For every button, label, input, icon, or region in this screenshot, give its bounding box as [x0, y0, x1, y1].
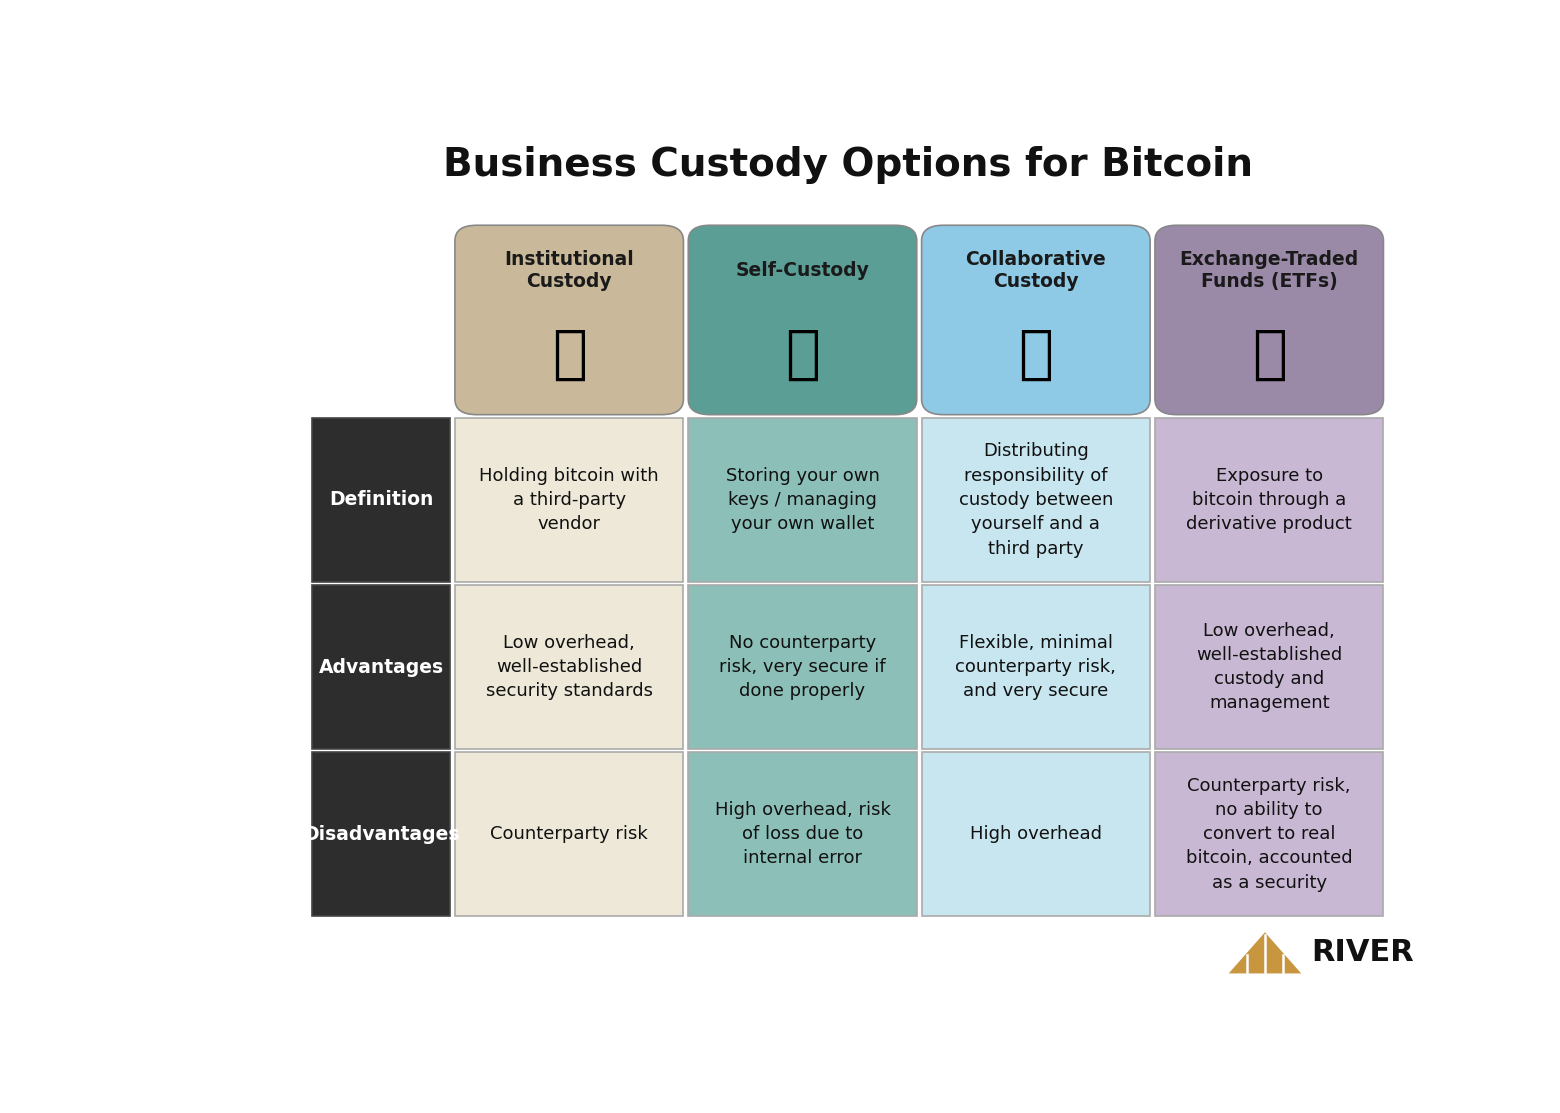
FancyBboxPatch shape	[922, 752, 1150, 916]
Text: Institutional
Custody: Institutional Custody	[504, 250, 633, 292]
Text: 🔑: 🔑	[1019, 325, 1053, 383]
FancyBboxPatch shape	[922, 225, 1150, 415]
Text: Counterparty risk,
no ability to
convert to real
bitcoin, accounted
as a securit: Counterparty risk, no ability to convert…	[1186, 777, 1353, 892]
Text: 🔐: 🔐	[785, 325, 821, 383]
FancyBboxPatch shape	[456, 752, 683, 916]
FancyBboxPatch shape	[922, 418, 1150, 582]
Text: Flexible, minimal
counterparty risk,
and very secure: Flexible, minimal counterparty risk, and…	[955, 633, 1117, 700]
Text: High overhead, risk
of loss due to
internal error: High overhead, risk of loss due to inter…	[714, 801, 891, 867]
FancyBboxPatch shape	[312, 752, 451, 916]
Text: 📊: 📊	[1251, 325, 1287, 383]
Text: RIVER: RIVER	[1310, 938, 1413, 967]
Text: Definition: Definition	[329, 491, 434, 510]
Text: Low overhead,
well-established
security standards: Low overhead, well-established security …	[485, 633, 652, 700]
FancyBboxPatch shape	[1154, 225, 1384, 415]
Text: Low overhead,
well-established
custody and
management: Low overhead, well-established custody a…	[1197, 621, 1342, 712]
Text: Counterparty risk: Counterparty risk	[490, 825, 647, 844]
FancyBboxPatch shape	[1154, 752, 1384, 916]
FancyBboxPatch shape	[312, 418, 451, 582]
Text: Storing your own
keys / managing
your own wallet: Storing your own keys / managing your ow…	[725, 466, 880, 533]
FancyBboxPatch shape	[456, 585, 683, 749]
Text: High overhead: High overhead	[970, 825, 1101, 844]
Text: Exchange-Traded
Funds (ETFs): Exchange-Traded Funds (ETFs)	[1179, 250, 1359, 292]
Text: Collaborative
Custody: Collaborative Custody	[966, 250, 1106, 292]
Text: Disadvantages: Disadvantages	[303, 825, 460, 844]
FancyBboxPatch shape	[456, 225, 683, 415]
FancyBboxPatch shape	[688, 585, 917, 749]
Text: Exposure to
bitcoin through a
derivative product: Exposure to bitcoin through a derivative…	[1186, 466, 1353, 533]
FancyBboxPatch shape	[688, 752, 917, 916]
Text: Advantages: Advantages	[318, 658, 443, 677]
FancyBboxPatch shape	[456, 418, 683, 582]
FancyBboxPatch shape	[1154, 585, 1384, 749]
FancyBboxPatch shape	[312, 585, 451, 749]
Text: 🏛: 🏛	[552, 325, 587, 383]
Text: Holding bitcoin with
a third-party
vendor: Holding bitcoin with a third-party vendo…	[479, 466, 658, 533]
FancyBboxPatch shape	[922, 585, 1150, 749]
Text: Self-Custody: Self-Custody	[736, 262, 869, 280]
FancyBboxPatch shape	[688, 418, 917, 582]
Text: No counterparty
risk, very secure if
done properly: No counterparty risk, very secure if don…	[719, 633, 886, 700]
FancyBboxPatch shape	[1154, 418, 1384, 582]
Polygon shape	[1229, 933, 1301, 974]
Text: Distributing
responsibility of
custody between
yourself and a
third party: Distributing responsibility of custody b…	[959, 442, 1112, 558]
FancyBboxPatch shape	[688, 225, 917, 415]
Text: Business Custody Options for Bitcoin: Business Custody Options for Bitcoin	[443, 146, 1253, 185]
